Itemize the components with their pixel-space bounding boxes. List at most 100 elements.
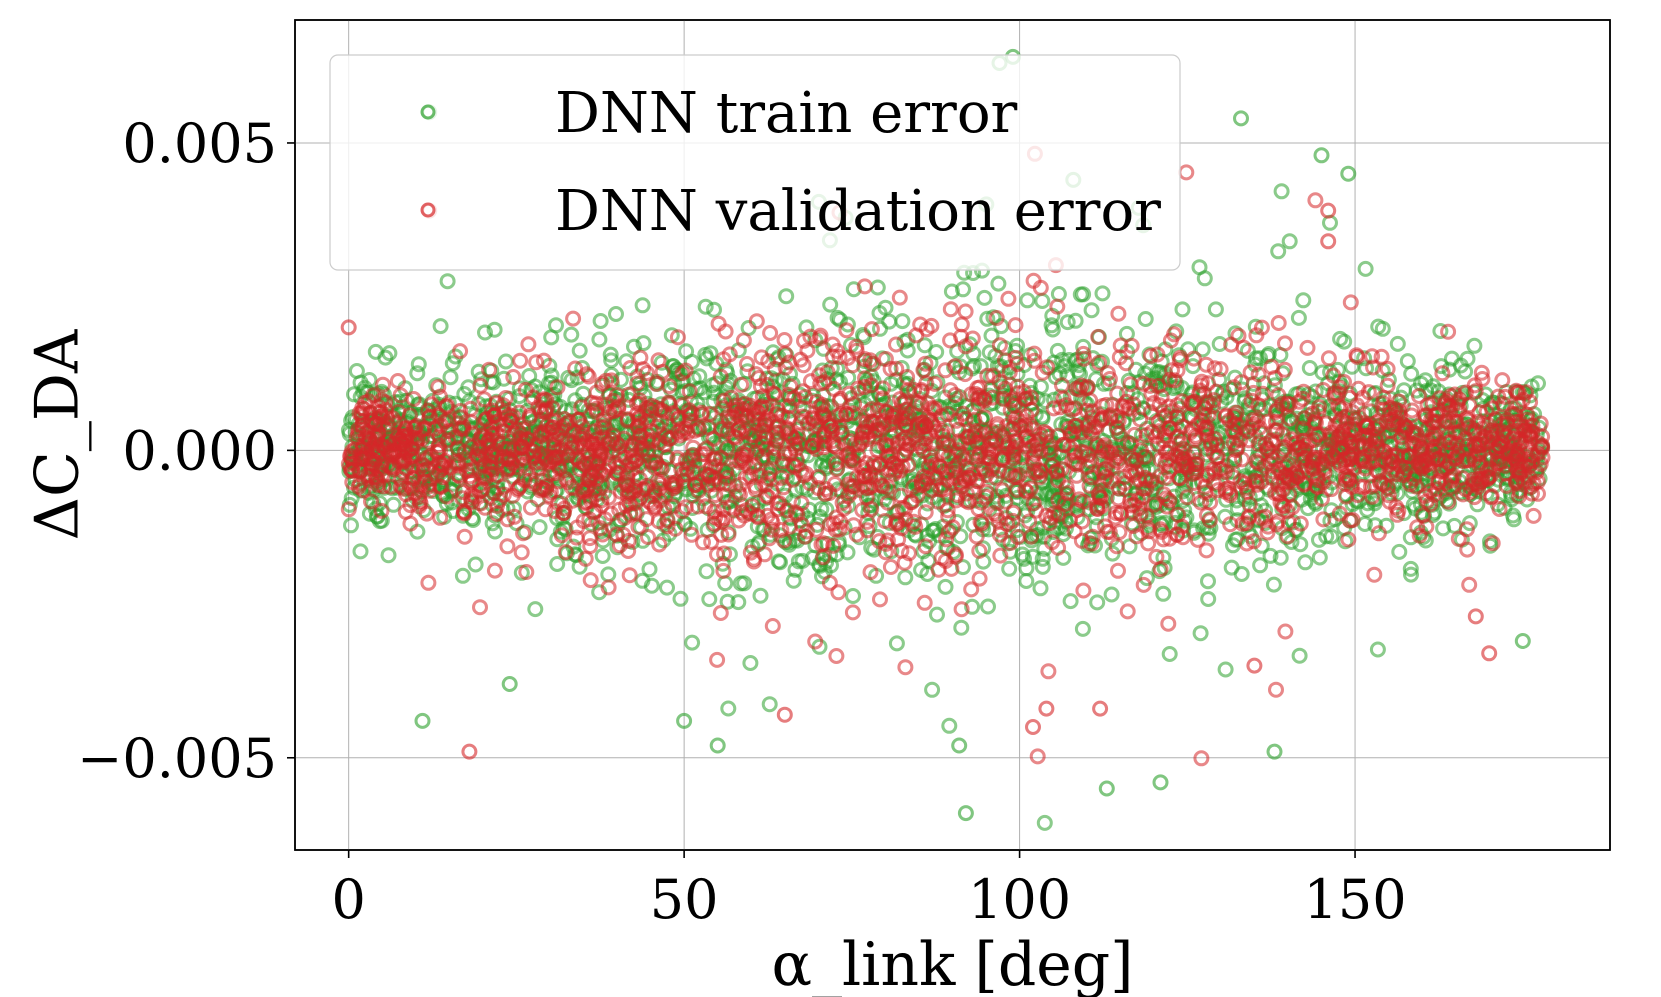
validation-error-point (656, 436, 673, 453)
validation-error-point (1327, 417, 1344, 434)
validation-error-point (1460, 412, 1477, 429)
validation-error-point (753, 349, 770, 366)
train-error-point (688, 381, 705, 398)
validation-error-point (1451, 423, 1468, 440)
validation-error-point (894, 431, 911, 448)
validation-error-point (552, 450, 569, 467)
validation-error-point (1454, 470, 1471, 487)
validation-error-point (767, 440, 784, 457)
validation-error-point (1443, 469, 1460, 486)
validation-error-point (1388, 499, 1405, 516)
validation-error-point (765, 414, 782, 431)
validation-error-point (1522, 394, 1539, 411)
validation-error-point (947, 387, 964, 403)
validation-error-point (1338, 472, 1355, 489)
validation-error-point (463, 494, 480, 511)
validation-error-point (669, 329, 686, 346)
train-error-point (1369, 641, 1386, 658)
train-error-point (706, 301, 722, 318)
validation-error-point (623, 454, 639, 470)
validation-error-point (1524, 417, 1541, 434)
validation-error-point (657, 428, 674, 445)
validation-error-point (1525, 507, 1542, 524)
validation-error-point (1132, 411, 1149, 428)
validation-error-point (648, 375, 665, 392)
validation-error-point (1489, 455, 1506, 471)
validation-error-point (1032, 426, 1049, 443)
train-error-point (1247, 318, 1264, 335)
validation-error-point (926, 375, 943, 392)
validation-error-point (942, 301, 959, 318)
validation-error-point (480, 438, 497, 454)
validation-error-point (1534, 437, 1551, 454)
validation-error-point (929, 470, 945, 486)
validation-error-point (1498, 477, 1515, 494)
validation-error-point (979, 367, 996, 384)
validation-error-point (1524, 453, 1541, 470)
validation-error-point (452, 403, 469, 419)
validation-error-point (1042, 444, 1059, 461)
validation-error-point (549, 379, 566, 396)
validation-error-point (619, 477, 636, 493)
train-error-point (1272, 549, 1289, 566)
validation-error-point (933, 549, 950, 566)
validation-error-point (489, 497, 505, 514)
validation-error-point (1153, 388, 1170, 405)
validation-error-point (1424, 395, 1441, 412)
validation-error-point (357, 429, 374, 446)
train-error-point (983, 327, 1000, 344)
train-error-point (897, 569, 914, 586)
validation-error-point (685, 439, 702, 456)
train-error-point (1103, 586, 1120, 603)
validation-error-point (1427, 426, 1444, 443)
train-error-point (1217, 661, 1234, 678)
validation-error-point (786, 436, 803, 453)
validation-error-point (984, 442, 1001, 458)
validation-error-point (1357, 460, 1374, 477)
validation-error-point (1299, 339, 1316, 356)
validation-error-point (640, 441, 657, 458)
validation-error-point (935, 428, 952, 444)
train-error-point (990, 275, 1007, 292)
validation-error-point (902, 494, 919, 511)
validation-error-point (455, 503, 472, 520)
validation-error-point (1110, 305, 1127, 322)
validation-error-point (1417, 407, 1434, 424)
validation-error-point (938, 531, 955, 548)
x-tick-label: 100 (968, 868, 1071, 931)
train-error-point (414, 712, 431, 729)
validation-error-point (1009, 385, 1026, 402)
validation-error-point (948, 492, 965, 509)
validation-error-point (1241, 432, 1258, 449)
validation-error-point (1234, 515, 1251, 532)
validation-error-point (963, 581, 980, 598)
validation-error-point (1149, 346, 1166, 363)
validation-error-point (888, 414, 905, 431)
validation-error-point (777, 345, 793, 362)
validation-error-point (1243, 392, 1260, 409)
validation-error-point (1234, 451, 1250, 468)
train-error-point (1403, 566, 1419, 583)
validation-error-point (1225, 379, 1242, 396)
train-error-point (719, 593, 736, 610)
validation-error-point (1479, 471, 1496, 487)
validation-error-point (1241, 496, 1258, 513)
validation-error-point (948, 469, 965, 486)
validation-error-point (656, 500, 673, 517)
validation-error-point (664, 405, 681, 422)
validation-error-point (486, 562, 503, 579)
validation-error-point (1365, 359, 1382, 376)
validation-error-point (1206, 360, 1223, 377)
train-error-point (1075, 286, 1092, 303)
validation-error-point (1171, 435, 1188, 452)
train-error-point (772, 554, 788, 571)
validation-error-point (917, 538, 934, 555)
validation-error-point (856, 278, 873, 295)
validation-error-point (922, 447, 939, 464)
validation-error-point (1409, 519, 1426, 536)
validation-error-point (765, 385, 782, 402)
train-error-point (571, 342, 588, 359)
validation-error-point (862, 469, 879, 486)
train-error-point (1292, 536, 1309, 553)
validation-error-point (411, 493, 428, 510)
